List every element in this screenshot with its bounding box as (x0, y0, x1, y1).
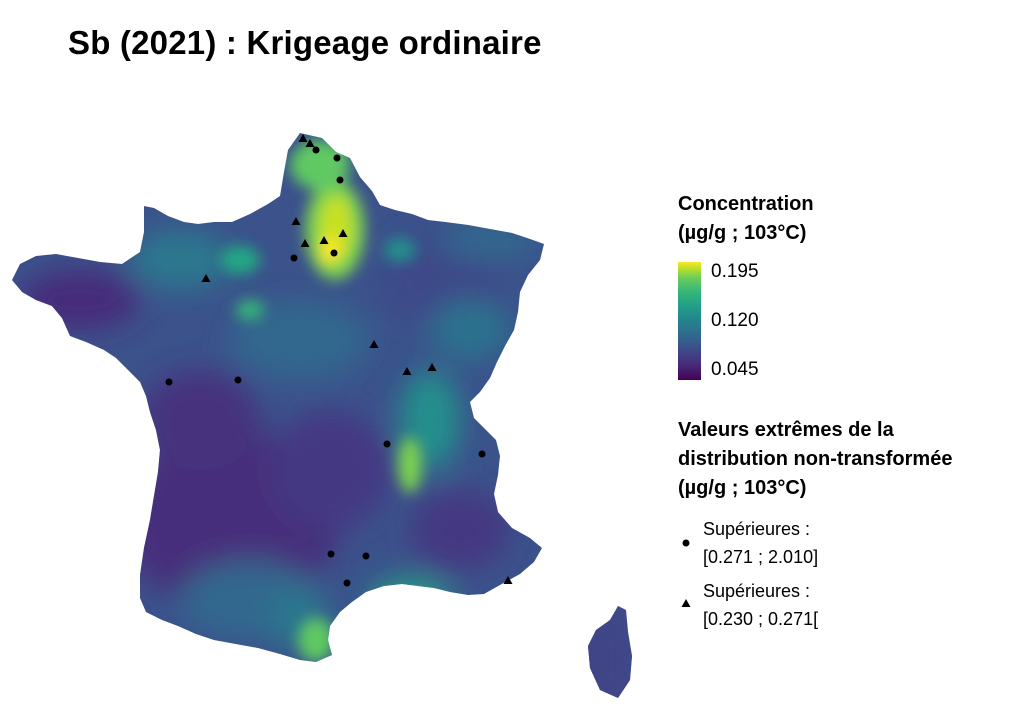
circle-marker (327, 550, 335, 558)
triangle-marker (300, 239, 310, 247)
extreme-triangle-markers (201, 134, 513, 584)
circle-marker (336, 176, 344, 184)
circle-marker (234, 376, 242, 384)
triangle-marker (338, 229, 348, 237)
triangle-marker (503, 576, 513, 584)
circle-marker (330, 249, 338, 257)
circle-marker (362, 552, 370, 560)
legend-item-circle: Supérieures : [0.271 ; 2.010] (703, 519, 819, 567)
legend-triangle-symbol (681, 599, 691, 607)
triangle-marker (369, 340, 379, 348)
triangle-marker (402, 367, 412, 375)
legend-concentration-title: Concentration (µg/g ; 103°C) (678, 193, 814, 244)
triangle-marker (319, 236, 329, 244)
map-title: Sb (2021) : Krigeage ordinaire (68, 24, 542, 61)
triangle-marker (427, 363, 437, 371)
legend-extremes-title: Valeurs extrêmes de la distribution non-… (678, 419, 953, 499)
legend-tick-max: 0.195 (711, 261, 759, 282)
triangle-marker (305, 139, 315, 147)
triangle-marker (291, 217, 301, 225)
legend-tick-min: 0.045 (711, 359, 759, 380)
circle-marker (165, 378, 173, 386)
triangle-marker (298, 134, 308, 142)
color-scale-bar (678, 262, 701, 380)
legend-symbols (681, 539, 691, 607)
extreme-circle-markers (165, 146, 486, 587)
circle-marker (333, 154, 341, 162)
circle-marker (343, 579, 351, 587)
triangle-marker (201, 274, 211, 282)
circle-marker (383, 440, 391, 448)
legend-circle-symbol (682, 539, 690, 547)
kriging-surface (12, 133, 632, 698)
circle-marker (312, 146, 320, 154)
circle-marker (290, 254, 298, 262)
legend-tick-mid: 0.120 (711, 310, 759, 331)
legend-item-triangle: Supérieures : [0.230 ; 0.271[ (703, 581, 819, 629)
circle-marker (478, 450, 486, 458)
